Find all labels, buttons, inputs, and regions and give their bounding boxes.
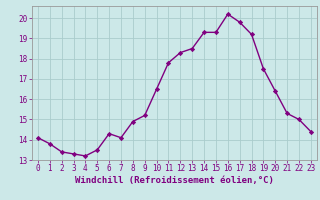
X-axis label: Windchill (Refroidissement éolien,°C): Windchill (Refroidissement éolien,°C) xyxy=(75,176,274,185)
